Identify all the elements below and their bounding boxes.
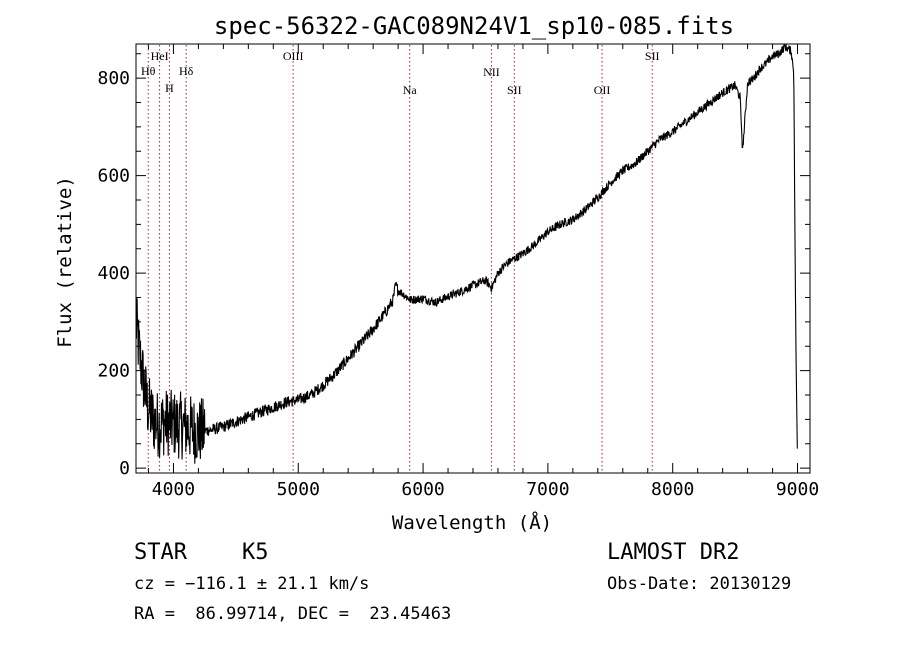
y-tick-label: 200 [97,361,130,382]
x-tick-label: 7000 [526,479,569,500]
line-marker-label: H [165,81,174,95]
observation-date: Obs-Date: 20130129 [607,574,792,594]
line-marker-label: Hθ [141,64,156,78]
y-tick-label: 0 [119,458,130,479]
y-tick-label: 800 [97,68,130,89]
line-marker-label: Hδ [179,64,194,78]
x-tick-label: 8000 [651,479,694,500]
line-marker-label: SII [645,49,660,63]
y-tick-label: 400 [97,263,130,284]
y-tick-label: 600 [97,166,130,187]
object-type: STAR [134,540,187,565]
x-tick-label: 6000 [401,479,444,500]
line-marker-label: OII [594,83,611,97]
line-marker-label: Na [403,83,418,97]
object-subclass: K5 [242,540,269,565]
x-tick-label: 4000 [152,479,195,500]
survey-name: LAMOST DR2 [607,540,740,565]
line-marker-label: HeI [151,49,169,63]
x-tick-label: 5000 [277,479,320,500]
chart-title: spec-56322-GAC089N24V1_sp10-085.fits [214,12,734,40]
line-marker-label: NII [483,65,500,79]
plot-axes: 4000 5000 6000 7000 8000 9000 0 200 400 600 800 [97,43,819,500]
redshift-readout: cz = −116.1 ± 21.1 km/s [134,574,370,594]
spectrum-line [135,43,798,464]
plot-frame [135,43,811,474]
x-tick-label: 9000 [776,479,819,500]
line-marker-label: SII [507,83,522,97]
x-axis-label: Wavelength (Å) [392,511,552,534]
coordinates-readout: RA = 86.99714, DEC = 23.45463 [134,604,452,624]
y-axis-label: Flux (relative) [54,176,76,348]
line-marker-label: OIII [283,49,304,63]
